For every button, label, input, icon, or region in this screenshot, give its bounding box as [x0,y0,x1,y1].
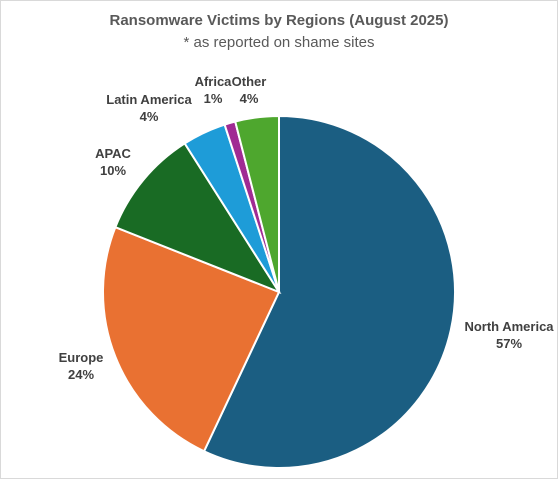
data-label-north-america-category: North America [464,319,554,334]
data-label-apac-value: 10% [100,163,126,178]
pie-slice-north-america [202,114,456,469]
data-label-africa-value: 1% [204,91,223,106]
data-label-africa-category: Africa [195,74,233,89]
data-label-other-value: 4% [240,91,259,106]
data-label-other-category: Other [232,74,267,89]
data-label-europe-category: Europe [59,350,104,365]
chart-subtitle: * as reported on shame sites [183,34,375,51]
chart-title: Ransomware Victims by Regions (August 20… [109,12,449,29]
data-label-europe-value: 24% [68,367,94,382]
pie-slice-europe [102,225,281,453]
pie-slice-apac [114,142,282,295]
data-label-north-america-value: 57% [496,336,522,351]
data-label-apac-category: APAC [95,146,131,161]
data-label-latin-america-value: 4% [140,109,159,124]
pie-slice-other [234,114,280,293]
data-label-latin-america-category: Latin America [106,92,192,107]
